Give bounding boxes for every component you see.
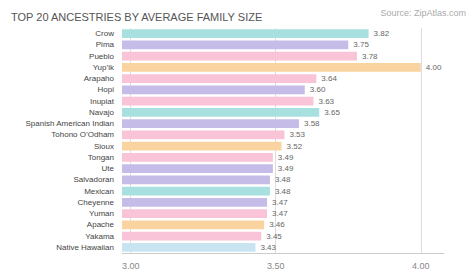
svg-text:Spanish American Indian: Spanish American Indian	[26, 119, 115, 128]
svg-text:Sioux: Sioux	[94, 142, 114, 151]
svg-text:Arapaho: Arapaho	[84, 74, 115, 83]
svg-text:3.43: 3.43	[260, 243, 276, 252]
svg-text:Tohono O’Odham: Tohono O’Odham	[51, 130, 114, 139]
svg-text:Native Hawaiian: Native Hawaiian	[56, 243, 114, 252]
svg-text:Yup’ik: Yup’ik	[93, 63, 115, 72]
svg-text:Source: ZipAtlas.com: Source: ZipAtlas.com	[380, 8, 466, 18]
svg-text:3.65: 3.65	[324, 108, 340, 117]
svg-text:Inupiat: Inupiat	[90, 97, 115, 106]
svg-text:Hopi: Hopi	[98, 85, 115, 94]
svg-text:Apache: Apache	[87, 220, 115, 229]
svg-text:3.60: 3.60	[310, 85, 326, 94]
svg-text:3.82: 3.82	[374, 29, 390, 38]
svg-text:3.48: 3.48	[275, 187, 291, 196]
svg-text:3.00: 3.00	[122, 261, 140, 271]
svg-text:3.63: 3.63	[318, 97, 334, 106]
svg-text:3.47: 3.47	[272, 198, 288, 207]
svg-text:3.47: 3.47	[272, 209, 288, 218]
svg-text:3.49: 3.49	[278, 153, 294, 162]
svg-text:Ute: Ute	[102, 164, 115, 173]
svg-text:Tongan: Tongan	[88, 153, 114, 162]
svg-text:Navajo: Navajo	[89, 108, 114, 117]
svg-text:3.78: 3.78	[362, 52, 378, 61]
svg-text:3.53: 3.53	[289, 130, 305, 139]
svg-text:3.49: 3.49	[278, 164, 294, 173]
svg-text:Yakama: Yakama	[85, 232, 114, 241]
svg-text:3.58: 3.58	[304, 119, 320, 128]
svg-text:3.48: 3.48	[275, 175, 291, 184]
svg-text:3.45: 3.45	[266, 232, 282, 241]
svg-text:TOP 20 ANCESTRIES BY AVERAGE F: TOP 20 ANCESTRIES BY AVERAGE FAMILY SIZE	[11, 11, 262, 23]
svg-text:4.00: 4.00	[426, 63, 442, 72]
svg-text:Salvadoran: Salvadoran	[74, 175, 114, 184]
svg-text:Pueblo: Pueblo	[89, 52, 114, 61]
svg-text:Yuman: Yuman	[89, 209, 114, 218]
svg-text:Cheyenne: Cheyenne	[78, 198, 115, 207]
svg-text:Mexican: Mexican	[84, 187, 114, 196]
svg-text:3.64: 3.64	[321, 74, 337, 83]
svg-text:3.75: 3.75	[353, 40, 369, 49]
svg-text:3.46: 3.46	[269, 220, 285, 229]
svg-text:Crow: Crow	[95, 29, 114, 38]
svg-text:3.52: 3.52	[287, 142, 303, 151]
svg-text:3.50: 3.50	[267, 261, 285, 271]
svg-text:4.00: 4.00	[412, 261, 430, 271]
svg-text:Pima: Pima	[96, 40, 115, 49]
